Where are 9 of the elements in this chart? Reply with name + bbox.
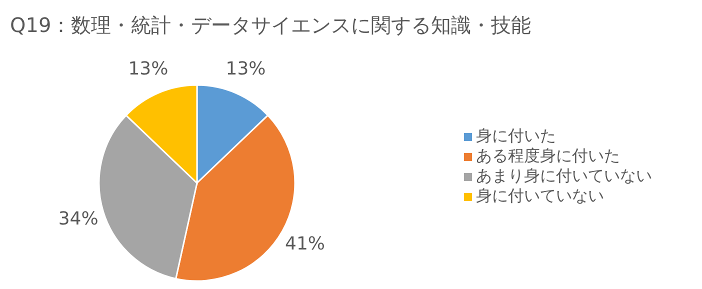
chart-title: Q19：数理・統計・データサイエンスに関する知識・技能 <box>10 12 532 39</box>
legend-label: あまり身に付いていない <box>476 166 652 185</box>
data-label: 13% <box>128 58 168 80</box>
legend-label: 身に付いた <box>476 126 556 145</box>
legend-label: 身に付いていない <box>476 186 604 205</box>
legend-label: ある程度身に付いた <box>476 146 620 165</box>
data-label: 34% <box>58 208 98 230</box>
data-label: 13% <box>226 58 266 80</box>
data-label: 41% <box>285 233 326 254</box>
